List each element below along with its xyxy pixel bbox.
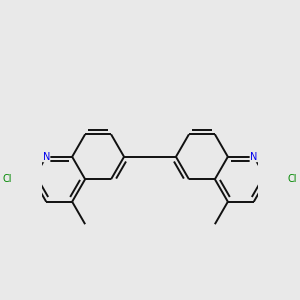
Text: N: N [250, 152, 257, 162]
Text: Cl: Cl [2, 174, 12, 184]
Text: N: N [43, 152, 50, 162]
Text: Cl: Cl [288, 174, 298, 184]
